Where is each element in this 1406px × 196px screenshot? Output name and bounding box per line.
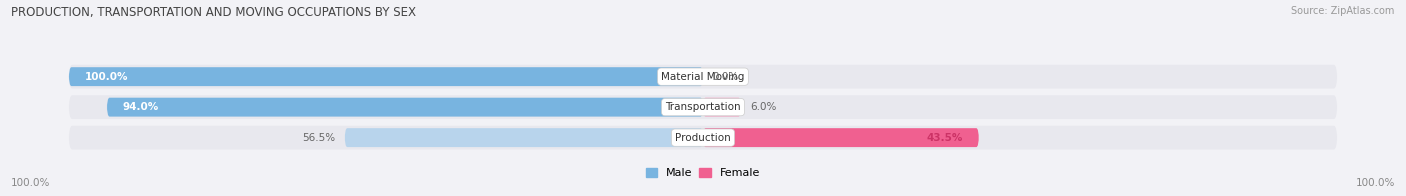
Legend: Male, Female: Male, Female: [641, 163, 765, 182]
Text: Production: Production: [675, 133, 731, 143]
FancyBboxPatch shape: [344, 128, 703, 147]
Text: 100.0%: 100.0%: [1355, 178, 1395, 188]
Text: 56.5%: 56.5%: [302, 133, 335, 143]
Text: 100.0%: 100.0%: [11, 178, 51, 188]
FancyBboxPatch shape: [703, 128, 979, 147]
FancyBboxPatch shape: [703, 98, 741, 117]
Text: Source: ZipAtlas.com: Source: ZipAtlas.com: [1291, 6, 1395, 16]
Text: Transportation: Transportation: [665, 102, 741, 112]
FancyBboxPatch shape: [69, 126, 1337, 150]
Text: 43.5%: 43.5%: [927, 133, 963, 143]
Text: 100.0%: 100.0%: [84, 72, 128, 82]
Text: 6.0%: 6.0%: [751, 102, 778, 112]
Text: 0.0%: 0.0%: [713, 72, 738, 82]
Text: Material Moving: Material Moving: [661, 72, 745, 82]
FancyBboxPatch shape: [69, 65, 1337, 89]
Text: PRODUCTION, TRANSPORTATION AND MOVING OCCUPATIONS BY SEX: PRODUCTION, TRANSPORTATION AND MOVING OC…: [11, 6, 416, 19]
Text: 94.0%: 94.0%: [122, 102, 159, 112]
FancyBboxPatch shape: [69, 67, 703, 86]
FancyBboxPatch shape: [69, 95, 1337, 119]
FancyBboxPatch shape: [107, 98, 703, 117]
